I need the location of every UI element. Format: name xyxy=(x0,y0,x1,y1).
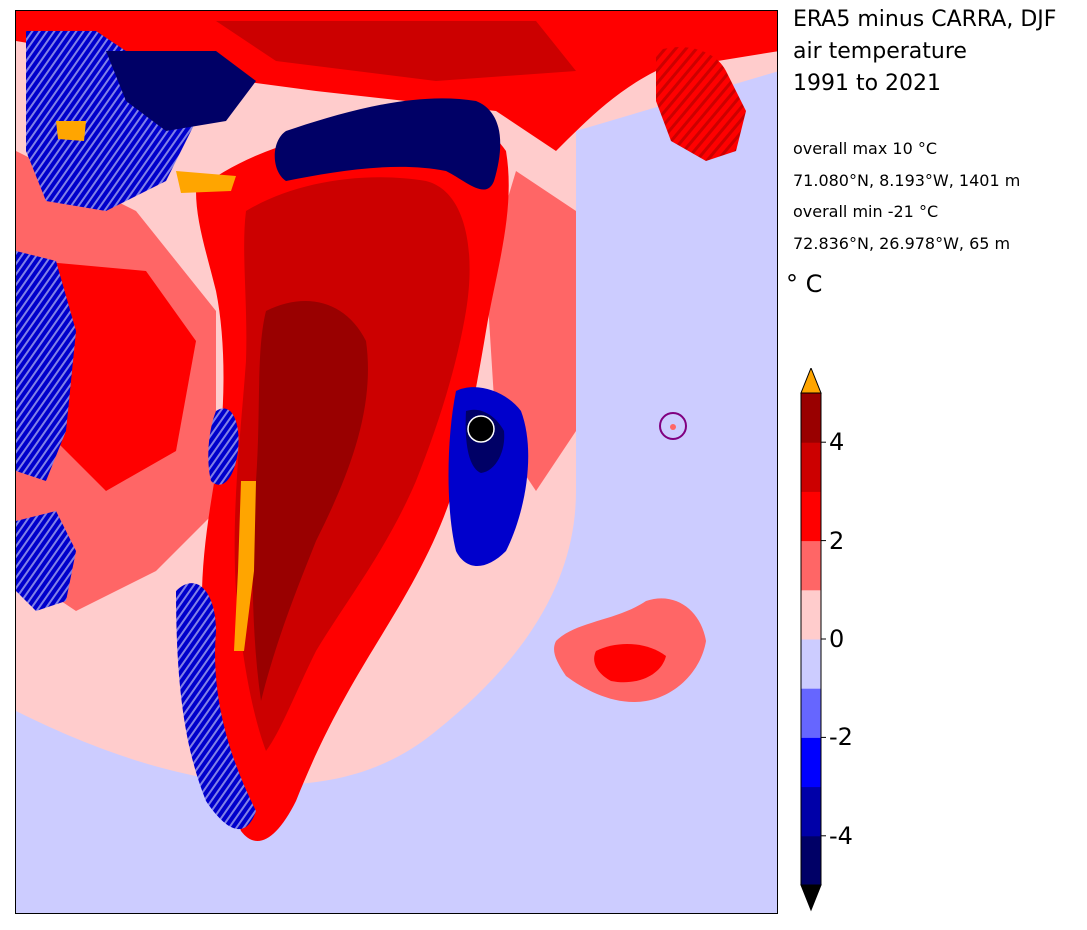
min-label: overall min -21 °C xyxy=(793,202,939,221)
west-coast-blue xyxy=(208,408,239,485)
colorbar-unit: ° C xyxy=(786,270,823,298)
title-line-2: air temperature xyxy=(793,39,967,64)
title-line-3: 1991 to 2021 xyxy=(793,71,942,96)
map-panel xyxy=(15,10,778,914)
labrador-blue xyxy=(16,511,76,611)
north-red-band xyxy=(16,11,777,151)
colorbar xyxy=(800,368,826,912)
north-dark-band xyxy=(216,21,576,81)
ellesmere-dark xyxy=(106,51,256,131)
colorbar-segment xyxy=(801,540,821,591)
max-label: overall max 10 °C xyxy=(793,139,938,158)
colorbar-segment xyxy=(801,786,821,837)
ellesmere-orange-2 xyxy=(56,121,86,141)
baffin-island-blue xyxy=(16,251,76,481)
ocean-south xyxy=(16,71,777,913)
colorbar-segment xyxy=(801,835,821,886)
svalbard-north xyxy=(706,26,756,56)
min-location: 72.836°N, 26.978°W, 65 m xyxy=(793,234,1011,253)
colorbar-tick-label: 4 xyxy=(829,428,845,457)
southwest-coast-blue xyxy=(176,583,256,830)
colorbar-segment xyxy=(801,393,821,443)
colorbar-tick-label: -2 xyxy=(829,723,853,752)
jan-mayen xyxy=(670,424,676,430)
colorbar-segment xyxy=(801,589,821,640)
ice-sheet-core xyxy=(252,301,368,701)
north-coast-dark xyxy=(274,98,501,190)
svalbard xyxy=(656,47,746,161)
colorbar-segment xyxy=(801,442,821,492)
colorbar-extend-high xyxy=(800,368,822,394)
colorbar-tick-label: -4 xyxy=(829,821,853,850)
colorbar-segment xyxy=(801,737,821,788)
max-marker xyxy=(659,412,687,440)
min-marker xyxy=(467,415,495,443)
ellesmere-orange xyxy=(176,171,236,193)
colorbar-segment xyxy=(801,491,821,542)
colorbar-segment xyxy=(801,688,821,738)
west-margin-orange xyxy=(234,481,256,651)
max-location: 71.080°N, 8.193°W, 1401 m xyxy=(793,171,1021,190)
iceland-inner xyxy=(594,644,666,683)
colorbar-extend-low xyxy=(800,884,822,912)
colorbar-segment xyxy=(801,639,821,689)
colorbar-tick-label: 0 xyxy=(829,625,845,653)
map-field xyxy=(16,11,777,913)
title-line-1: ERA5 minus CARRA, DJF xyxy=(793,7,1057,32)
baffin-red xyxy=(36,261,196,491)
colorbar-tick-label: 2 xyxy=(829,526,845,555)
